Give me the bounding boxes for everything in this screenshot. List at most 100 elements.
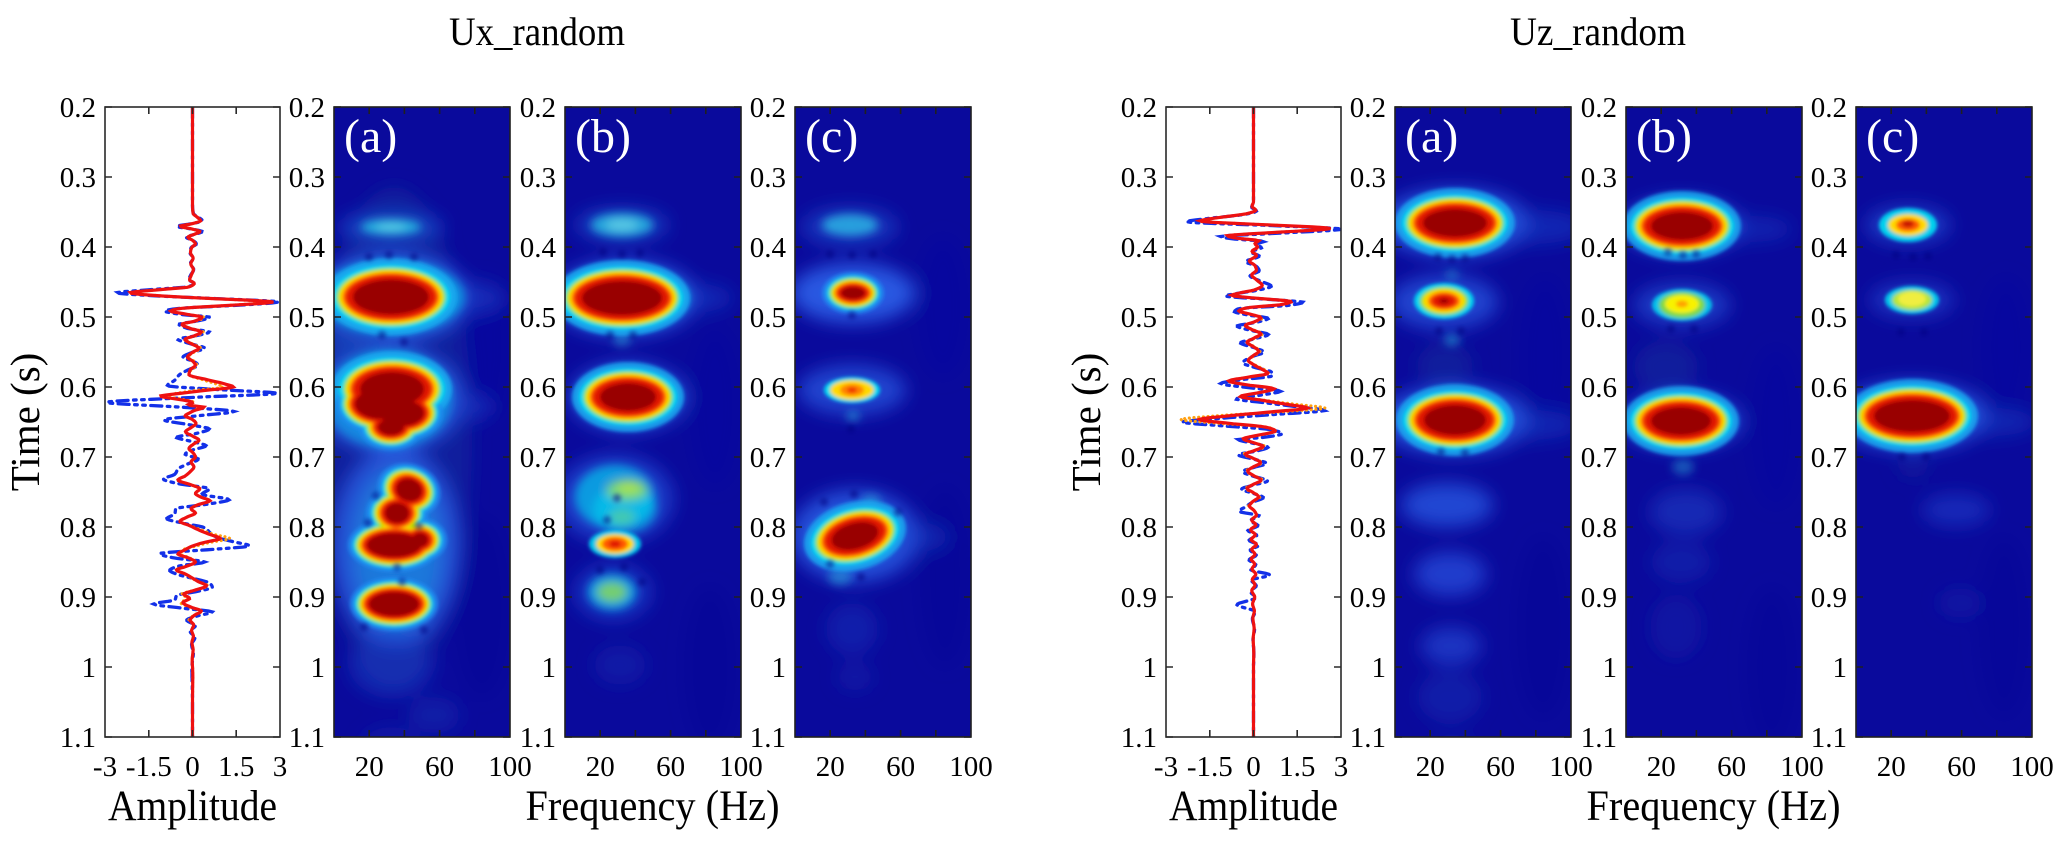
- svg-text:0.4: 0.4: [750, 232, 787, 264]
- svg-text:0.8: 0.8: [289, 512, 325, 544]
- svg-text:0.7: 0.7: [60, 442, 96, 474]
- svg-text:0.4: 0.4: [520, 232, 557, 264]
- svg-text:0: 0: [185, 751, 200, 783]
- svg-text:0.9: 0.9: [289, 582, 325, 614]
- svg-text:0.7: 0.7: [1581, 442, 1617, 474]
- svg-text:0.3: 0.3: [520, 162, 556, 194]
- svg-text:60: 60: [425, 751, 454, 783]
- svg-text:0.9: 0.9: [1811, 582, 1847, 614]
- svg-text:0.6: 0.6: [289, 372, 325, 404]
- svg-text:20: 20: [1416, 751, 1445, 783]
- svg-text:1.1: 1.1: [520, 722, 556, 754]
- svg-text:0.2: 0.2: [520, 92, 556, 124]
- svg-text:20: 20: [1647, 751, 1676, 783]
- svg-text:-1.5: -1.5: [1187, 751, 1233, 783]
- svg-text:0.9: 0.9: [1581, 582, 1617, 614]
- svg-text:0.4: 0.4: [1121, 232, 1158, 264]
- svg-text:0.3: 0.3: [1811, 162, 1847, 194]
- svg-text:3: 3: [273, 751, 288, 783]
- svg-text:Time (s): Time (s): [1063, 353, 1109, 492]
- svg-text:(a): (a): [344, 110, 397, 163]
- svg-text:0.5: 0.5: [1350, 302, 1386, 334]
- svg-text:0.7: 0.7: [289, 442, 325, 474]
- svg-text:0.5: 0.5: [1121, 302, 1157, 334]
- svg-text:0.2: 0.2: [289, 92, 325, 124]
- svg-text:0.9: 0.9: [520, 582, 556, 614]
- svg-text:0.5: 0.5: [520, 302, 556, 334]
- svg-text:0.3: 0.3: [1350, 162, 1386, 194]
- svg-text:0.7: 0.7: [1350, 442, 1386, 474]
- svg-text:0.5: 0.5: [1811, 302, 1847, 334]
- svg-text:60: 60: [886, 751, 915, 783]
- svg-text:3: 3: [1334, 751, 1349, 783]
- svg-text:1: 1: [1603, 652, 1618, 684]
- svg-text:1: 1: [1833, 652, 1848, 684]
- svg-text:Frequency (Hz): Frequency (Hz): [1587, 783, 1841, 830]
- svg-text:Time (s): Time (s): [2, 353, 48, 492]
- svg-text:0.9: 0.9: [1121, 582, 1157, 614]
- svg-text:0.7: 0.7: [750, 442, 786, 474]
- svg-text:0.3: 0.3: [289, 162, 325, 194]
- svg-text:-3: -3: [1154, 751, 1178, 783]
- svg-text:0.7: 0.7: [1121, 442, 1157, 474]
- svg-text:0.4: 0.4: [60, 232, 97, 264]
- svg-text:0.2: 0.2: [750, 92, 786, 124]
- svg-text:0.4: 0.4: [1350, 232, 1387, 264]
- svg-text:Frequency (Hz): Frequency (Hz): [526, 783, 780, 830]
- svg-text:(b): (b): [1636, 110, 1692, 163]
- svg-text:0.7: 0.7: [520, 442, 556, 474]
- svg-text:60: 60: [1947, 751, 1976, 783]
- svg-text:100: 100: [949, 751, 993, 783]
- svg-text:1.1: 1.1: [1350, 722, 1386, 754]
- svg-text:0.9: 0.9: [1350, 582, 1386, 614]
- svg-text:1: 1: [542, 652, 557, 684]
- svg-text:0.2: 0.2: [1581, 92, 1617, 124]
- svg-text:0: 0: [1246, 751, 1261, 783]
- svg-text:0.8: 0.8: [1350, 512, 1386, 544]
- svg-text:1: 1: [311, 652, 326, 684]
- svg-text:Amplitude: Amplitude: [108, 783, 277, 830]
- svg-text:0.4: 0.4: [1581, 232, 1618, 264]
- svg-text:0.6: 0.6: [750, 372, 786, 404]
- svg-text:0.6: 0.6: [1121, 372, 1157, 404]
- svg-text:0.8: 0.8: [520, 512, 556, 544]
- svg-text:60: 60: [1717, 751, 1746, 783]
- svg-text:(c): (c): [805, 110, 858, 163]
- svg-text:(b): (b): [575, 110, 631, 163]
- svg-text:0.9: 0.9: [60, 582, 96, 614]
- svg-text:0.6: 0.6: [60, 372, 96, 404]
- svg-text:0.8: 0.8: [1811, 512, 1847, 544]
- svg-text:100: 100: [2010, 751, 2054, 783]
- svg-text:0.2: 0.2: [1121, 92, 1157, 124]
- svg-text:1: 1: [772, 652, 787, 684]
- svg-text:0.3: 0.3: [750, 162, 786, 194]
- svg-text:100: 100: [1780, 751, 1824, 783]
- svg-text:0.3: 0.3: [1121, 162, 1157, 194]
- svg-text:1.5: 1.5: [218, 751, 254, 783]
- svg-text:1: 1: [1143, 652, 1158, 684]
- svg-text:1: 1: [1372, 652, 1387, 684]
- svg-text:20: 20: [586, 751, 615, 783]
- svg-text:0.7: 0.7: [1811, 442, 1847, 474]
- svg-text:100: 100: [488, 751, 532, 783]
- svg-text:0.6: 0.6: [520, 372, 556, 404]
- svg-text:60: 60: [656, 751, 685, 783]
- svg-text:1.1: 1.1: [1581, 722, 1617, 754]
- svg-text:0.3: 0.3: [1581, 162, 1617, 194]
- svg-text:0.5: 0.5: [750, 302, 786, 334]
- svg-text:0.2: 0.2: [60, 92, 96, 124]
- svg-text:1.5: 1.5: [1279, 751, 1315, 783]
- svg-text:0.8: 0.8: [1581, 512, 1617, 544]
- svg-text:20: 20: [355, 751, 384, 783]
- svg-text:0.2: 0.2: [1811, 92, 1847, 124]
- svg-text:0.2: 0.2: [1350, 92, 1386, 124]
- svg-text:0.4: 0.4: [1811, 232, 1848, 264]
- svg-text:-1.5: -1.5: [126, 751, 172, 783]
- svg-text:Ux_random: Ux_random: [449, 9, 625, 54]
- svg-text:0.8: 0.8: [60, 512, 96, 544]
- svg-text:0.9: 0.9: [750, 582, 786, 614]
- svg-text:1: 1: [82, 652, 97, 684]
- svg-text:0.8: 0.8: [1121, 512, 1157, 544]
- svg-text:20: 20: [1877, 751, 1906, 783]
- svg-text:0.3: 0.3: [60, 162, 96, 194]
